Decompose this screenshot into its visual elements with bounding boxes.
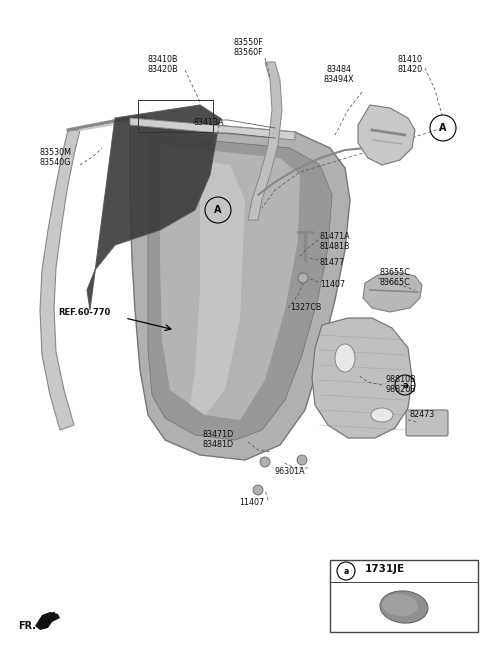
Text: FR.: FR. bbox=[18, 621, 36, 631]
Text: 83410B
83420B: 83410B 83420B bbox=[148, 55, 178, 74]
Text: 83530M
83540G: 83530M 83540G bbox=[39, 148, 71, 168]
Polygon shape bbox=[165, 155, 245, 415]
Text: 83550F
83560F: 83550F 83560F bbox=[233, 38, 263, 57]
Text: 1731JE: 1731JE bbox=[365, 564, 405, 574]
Polygon shape bbox=[130, 118, 295, 140]
Polygon shape bbox=[248, 62, 282, 220]
Circle shape bbox=[260, 457, 270, 467]
Ellipse shape bbox=[382, 594, 418, 616]
Text: a: a bbox=[343, 566, 348, 576]
Text: 1327CB: 1327CB bbox=[290, 303, 322, 312]
Bar bbox=[330, 560, 478, 632]
Text: 98810B
98820B: 98810B 98820B bbox=[385, 375, 416, 394]
Polygon shape bbox=[160, 145, 300, 420]
Text: a: a bbox=[402, 380, 408, 390]
Polygon shape bbox=[130, 118, 350, 460]
Ellipse shape bbox=[335, 344, 355, 372]
Text: 83413A: 83413A bbox=[194, 118, 225, 127]
Polygon shape bbox=[87, 105, 220, 310]
Text: A: A bbox=[439, 123, 447, 133]
Polygon shape bbox=[358, 105, 415, 165]
Text: 81410
81420: 81410 81420 bbox=[397, 55, 422, 74]
Text: 81477: 81477 bbox=[320, 258, 345, 267]
Text: 81471A
81481B: 81471A 81481B bbox=[320, 232, 350, 252]
Text: 83471D
83481D: 83471D 83481D bbox=[203, 430, 234, 449]
Text: A: A bbox=[214, 205, 222, 215]
Text: 83655C
83665C: 83655C 83665C bbox=[380, 268, 411, 287]
Circle shape bbox=[298, 273, 308, 283]
Polygon shape bbox=[363, 272, 422, 312]
Ellipse shape bbox=[380, 591, 428, 623]
Text: 11407: 11407 bbox=[320, 280, 345, 289]
Text: 11407: 11407 bbox=[240, 498, 264, 507]
Polygon shape bbox=[35, 612, 60, 630]
Ellipse shape bbox=[371, 408, 393, 422]
Circle shape bbox=[297, 455, 307, 465]
Text: 83484
83494X: 83484 83494X bbox=[324, 65, 354, 84]
Text: 82473: 82473 bbox=[410, 410, 435, 419]
Text: REF.60-770: REF.60-770 bbox=[58, 308, 110, 317]
Polygon shape bbox=[148, 135, 332, 440]
Polygon shape bbox=[312, 318, 412, 438]
Circle shape bbox=[253, 485, 263, 495]
Polygon shape bbox=[40, 130, 80, 430]
Text: 96301A: 96301A bbox=[275, 467, 305, 476]
FancyBboxPatch shape bbox=[406, 410, 448, 436]
Bar bbox=[138, 100, 213, 132]
